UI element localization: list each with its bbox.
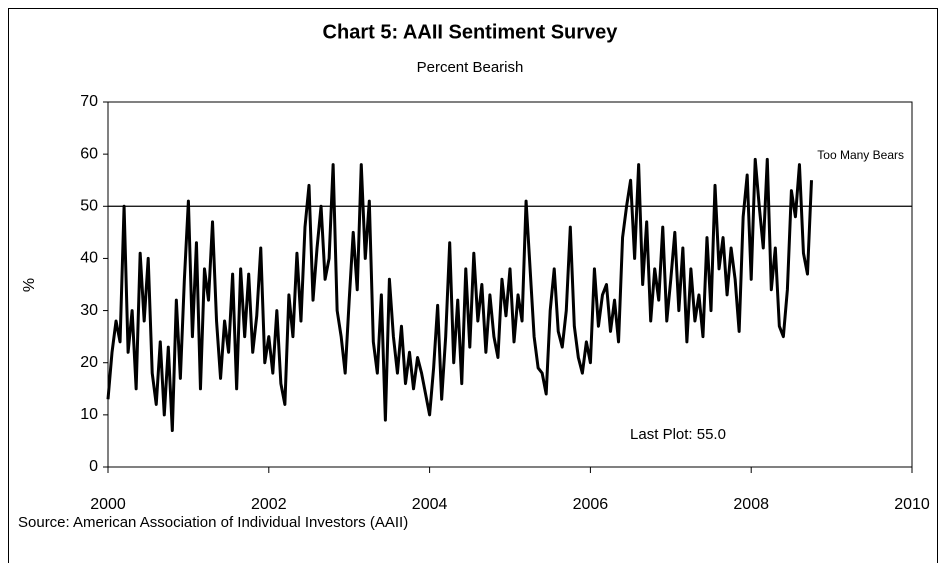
annotation: Last Plot: 55.0: [630, 426, 726, 443]
data-line: [106, 157, 813, 432]
x-tick-label: 2000: [90, 496, 126, 513]
x-tick-label: 2008: [733, 496, 769, 513]
x-tick-label: 2006: [573, 496, 609, 513]
chart-title: Chart 5: AAII Sentiment Survey: [323, 21, 619, 43]
chart-subtitle: Percent Bearish: [417, 59, 524, 76]
x-tick-label: 2002: [251, 496, 287, 513]
y-axis-label: %: [21, 278, 38, 292]
y-tick-label: 50: [80, 198, 98, 215]
frame: [8, 8, 938, 568]
source-note: Source: American Association of Individu…: [18, 514, 408, 531]
plot-area: [107, 101, 913, 468]
y-tick-label: 70: [80, 93, 98, 110]
annotation: Too Many Bears: [817, 148, 904, 162]
y-tick-label: 40: [80, 250, 98, 267]
y-tick-label: 60: [80, 145, 98, 162]
y-tick-label: 0: [89, 458, 98, 475]
x-tick-label: 2004: [412, 496, 448, 513]
y-tick-label: 10: [80, 406, 98, 423]
y-tick-label: 30: [80, 302, 98, 319]
x-tick-label: 2010: [894, 496, 930, 513]
y-tick-label: 20: [80, 354, 98, 371]
